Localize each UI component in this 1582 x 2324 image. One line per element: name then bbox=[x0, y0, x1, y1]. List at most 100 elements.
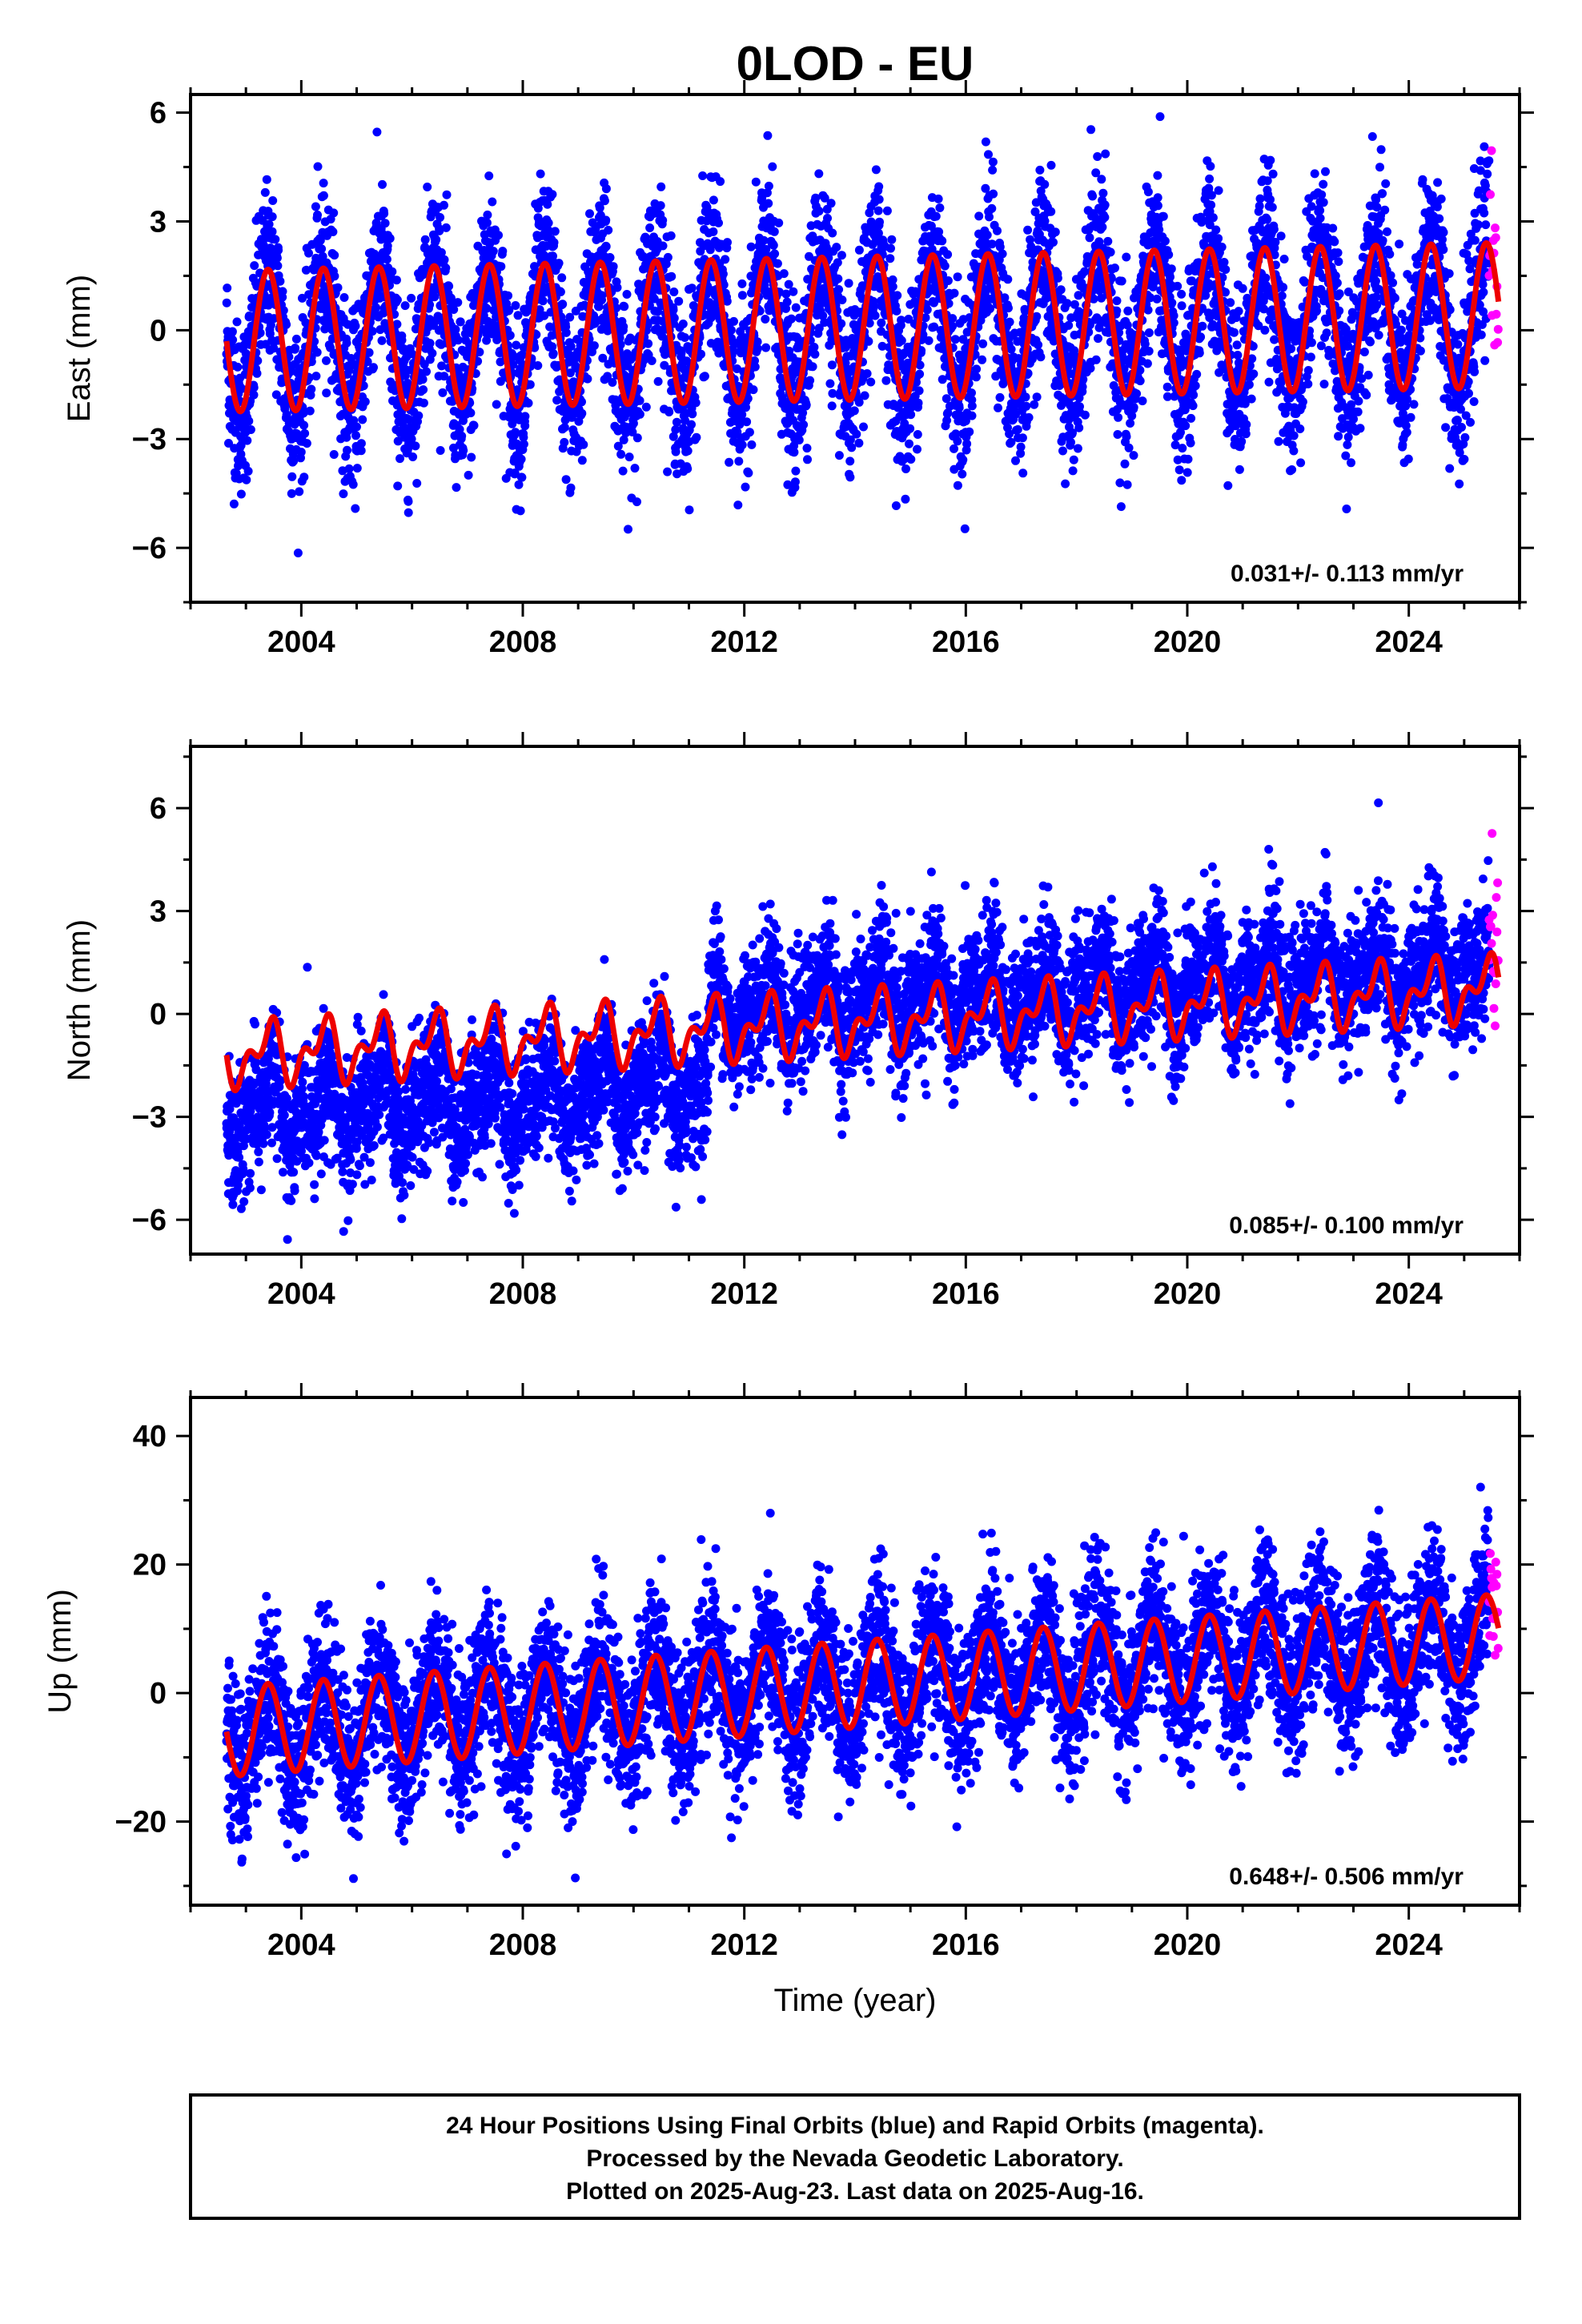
final-orbit-point bbox=[317, 244, 327, 254]
final-orbit-point bbox=[1143, 305, 1153, 315]
final-orbit-point bbox=[466, 408, 476, 418]
final-orbit-point bbox=[428, 348, 437, 358]
final-orbit-point bbox=[1198, 321, 1207, 331]
final-orbit-point bbox=[978, 339, 988, 348]
final-orbit-point bbox=[1122, 432, 1131, 441]
final-orbit-point bbox=[669, 313, 679, 323]
final-orbit-point bbox=[737, 440, 747, 450]
final-orbit-point bbox=[379, 209, 389, 219]
final-orbit-point bbox=[550, 227, 560, 236]
final-orbit-point bbox=[808, 362, 817, 372]
final-orbit-point bbox=[467, 452, 476, 462]
final-orbit-point bbox=[315, 235, 325, 245]
final-orbit-point bbox=[457, 432, 467, 440]
final-orbit-point bbox=[789, 448, 799, 457]
final-orbit-point bbox=[1024, 412, 1034, 422]
final-orbit-point bbox=[441, 223, 451, 232]
final-orbit-point bbox=[1061, 479, 1070, 489]
final-orbit-point bbox=[845, 456, 855, 466]
final-orbit-point bbox=[1153, 201, 1162, 211]
final-orbit-point bbox=[348, 480, 358, 489]
final-orbit-point bbox=[697, 349, 705, 359]
final-orbit-point bbox=[671, 447, 681, 456]
final-orbit-point bbox=[436, 446, 445, 455]
final-orbit-point bbox=[356, 446, 366, 456]
final-orbit-point bbox=[456, 317, 465, 327]
final-orbit-point bbox=[741, 482, 750, 492]
final-orbit-point bbox=[905, 424, 915, 433]
final-orbit-point bbox=[1021, 392, 1030, 402]
final-orbit-point bbox=[716, 177, 725, 187]
final-orbit-point bbox=[683, 446, 693, 456]
final-orbit-point bbox=[494, 231, 503, 240]
final-orbit-point bbox=[233, 362, 243, 372]
final-orbit-point bbox=[408, 452, 418, 461]
final-orbit-point bbox=[1129, 403, 1138, 412]
final-orbit-point bbox=[687, 420, 696, 429]
final-orbit-point bbox=[1173, 281, 1182, 291]
final-orbit-point bbox=[583, 374, 592, 384]
final-orbit-point bbox=[420, 235, 430, 244]
final-orbit-point bbox=[967, 411, 977, 420]
final-orbit-point bbox=[958, 469, 967, 479]
final-orbit-point bbox=[396, 454, 404, 464]
final-orbit-point bbox=[698, 171, 708, 180]
final-orbit-point bbox=[392, 320, 402, 329]
final-orbit-point bbox=[837, 296, 847, 304]
final-orbit-point bbox=[330, 251, 339, 260]
final-orbit-point bbox=[619, 322, 628, 332]
final-orbit-point bbox=[622, 290, 632, 299]
final-orbit-point bbox=[289, 456, 299, 466]
final-orbit-point bbox=[1034, 340, 1043, 350]
final-orbit-point bbox=[440, 255, 449, 264]
final-orbit-point bbox=[437, 361, 447, 371]
final-orbit-point bbox=[322, 388, 331, 398]
final-orbit-point bbox=[511, 301, 520, 310]
final-orbit-point bbox=[1183, 454, 1193, 464]
final-orbit-point bbox=[1018, 433, 1027, 443]
final-orbit-point bbox=[397, 336, 407, 345]
final-orbit-point bbox=[1174, 465, 1184, 475]
final-orbit-point bbox=[874, 195, 884, 204]
final-orbit-point bbox=[243, 436, 252, 445]
final-orbit-point bbox=[351, 504, 360, 513]
final-orbit-point bbox=[407, 434, 416, 444]
final-orbit-point bbox=[988, 165, 998, 175]
final-orbit-point bbox=[823, 214, 832, 223]
final-orbit-point bbox=[864, 336, 873, 346]
final-orbit-point bbox=[1074, 423, 1084, 432]
final-orbit-point bbox=[1112, 296, 1122, 306]
final-orbit-point bbox=[1050, 227, 1060, 237]
final-orbit-point bbox=[232, 317, 242, 327]
final-orbit-point bbox=[887, 235, 897, 244]
final-orbit-point bbox=[678, 320, 688, 328]
final-orbit-point bbox=[404, 508, 413, 517]
final-orbit-point bbox=[482, 218, 492, 227]
final-orbit-point bbox=[300, 428, 310, 438]
final-orbit-point bbox=[953, 272, 962, 282]
final-orbit-point bbox=[266, 243, 275, 253]
final-orbit-point bbox=[469, 420, 479, 430]
final-orbit-point bbox=[352, 464, 362, 473]
final-orbit-point bbox=[1182, 468, 1192, 477]
final-orbit-point bbox=[827, 401, 837, 411]
final-orbit-point bbox=[272, 253, 282, 263]
final-orbit-point bbox=[298, 293, 307, 303]
final-orbit-point bbox=[414, 411, 424, 420]
final-orbit-point bbox=[1181, 421, 1191, 431]
final-orbit-point bbox=[1178, 444, 1187, 453]
final-orbit-point bbox=[252, 368, 262, 378]
final-orbit-point bbox=[267, 212, 277, 222]
figure-title: 0LOD - EU bbox=[737, 37, 974, 90]
final-orbit-point bbox=[1011, 456, 1020, 465]
final-orbit-point bbox=[1056, 285, 1066, 295]
final-orbit-point bbox=[987, 239, 997, 249]
final-orbit-point bbox=[249, 383, 259, 392]
final-orbit-point bbox=[513, 311, 523, 320]
final-orbit-point bbox=[691, 398, 701, 408]
final-orbit-point bbox=[1117, 276, 1126, 286]
final-orbit-point bbox=[965, 427, 974, 436]
final-orbit-point bbox=[1098, 188, 1108, 198]
final-orbit-point bbox=[253, 356, 263, 365]
final-orbit-point bbox=[404, 497, 413, 506]
